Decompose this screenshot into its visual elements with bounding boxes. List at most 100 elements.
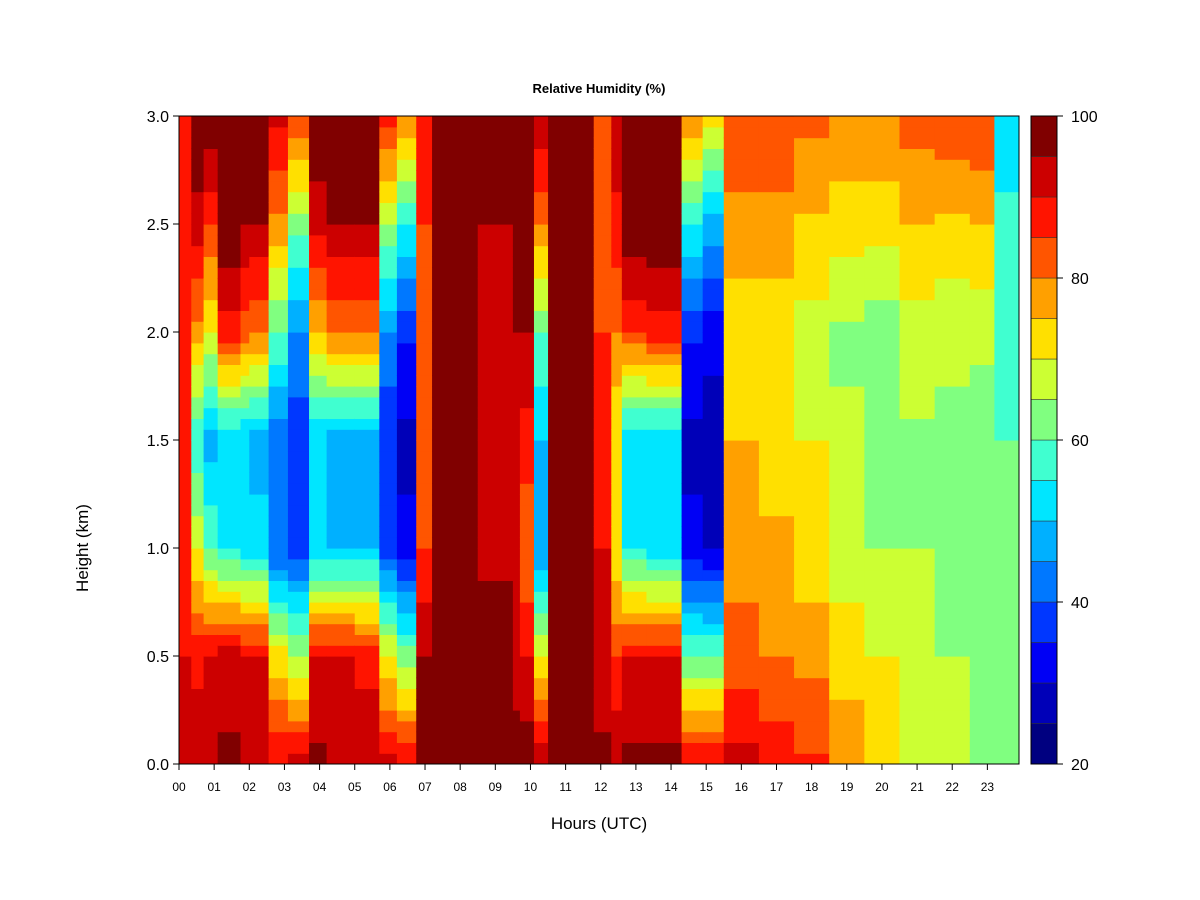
heatmap-cell xyxy=(548,677,595,689)
heatmap-cell xyxy=(179,245,192,257)
heatmap-cell xyxy=(268,472,289,484)
heatmap-cell xyxy=(794,148,830,160)
heatmap-cell xyxy=(396,710,417,722)
heatmap-cell xyxy=(249,116,270,128)
heatmap-cell xyxy=(723,602,760,614)
heatmap-cell xyxy=(829,116,865,128)
heatmap-cell xyxy=(268,526,289,538)
heatmap-cell xyxy=(758,278,795,290)
colorbar-swatch xyxy=(1030,237,1058,279)
heatmap-cell xyxy=(326,267,356,279)
heatmap-cell xyxy=(533,699,549,711)
heatmap-cell xyxy=(203,396,219,409)
heatmap-cell xyxy=(249,710,270,722)
heatmap-cell xyxy=(432,180,479,193)
heatmap-cell xyxy=(702,472,725,484)
heatmap-cell xyxy=(240,591,250,603)
heatmap-cell xyxy=(203,677,219,689)
heatmap-cell xyxy=(702,688,725,700)
heatmap-cell xyxy=(723,407,760,419)
heatmap-cell xyxy=(354,407,380,419)
heatmap-cell xyxy=(477,666,514,679)
heatmap-cell xyxy=(432,483,479,495)
heatmap-cell xyxy=(681,602,704,614)
heatmap-cell xyxy=(794,537,830,549)
heatmap-cell xyxy=(416,710,433,722)
heatmap-cell xyxy=(287,450,310,463)
heatmap-cell xyxy=(723,515,760,527)
heatmap-cell xyxy=(758,170,795,182)
heatmap-cell xyxy=(829,450,865,463)
heatmap-cell xyxy=(899,515,936,527)
heatmap-cell xyxy=(758,537,795,549)
heatmap-cell xyxy=(864,720,901,733)
heatmap-cell xyxy=(829,461,865,473)
heatmap-cell xyxy=(512,731,521,743)
heatmap-cell xyxy=(179,278,192,290)
heatmap-cell xyxy=(533,645,549,657)
heatmap-cell xyxy=(203,224,219,236)
heatmap-cell xyxy=(268,504,289,517)
heatmap-cell xyxy=(646,429,683,441)
heatmap-cell xyxy=(396,537,417,549)
heatmap-cell xyxy=(512,645,521,657)
heatmap-cell xyxy=(519,224,535,236)
heatmap-cell xyxy=(268,450,289,463)
heatmap-cell xyxy=(758,666,795,679)
heatmap-cell xyxy=(396,202,417,214)
heatmap-cell xyxy=(477,342,514,355)
heatmap-cell xyxy=(681,180,704,193)
heatmap-cell xyxy=(354,656,380,668)
heatmap-cell xyxy=(646,742,683,754)
heatmap-cell xyxy=(477,310,514,322)
heatmap-cell xyxy=(519,126,535,139)
heatmap-cell xyxy=(723,126,760,139)
heatmap-cell xyxy=(179,353,192,365)
heatmap-cell xyxy=(533,602,549,614)
heatmap-cell xyxy=(621,202,648,214)
heatmap-cell xyxy=(864,602,901,614)
heatmap-cell xyxy=(287,494,310,506)
heatmap-cell xyxy=(416,429,433,441)
heatmap-cell xyxy=(203,159,219,171)
heatmap-cell xyxy=(758,429,795,441)
heatmap-cell xyxy=(621,699,648,711)
colorbar-swatch xyxy=(1030,561,1058,603)
heatmap-cell xyxy=(548,666,595,679)
heatmap-cell xyxy=(396,504,417,517)
heatmap-cell xyxy=(416,483,433,495)
heatmap-cell xyxy=(179,688,192,700)
heatmap-cell xyxy=(416,321,433,333)
heatmap-cell xyxy=(969,126,995,139)
heatmap-cell xyxy=(519,515,535,527)
heatmap-cell xyxy=(354,418,380,430)
heatmap-cell xyxy=(249,461,270,473)
heatmap-cell xyxy=(621,191,648,203)
heatmap-cell xyxy=(416,580,433,592)
heatmap-cell xyxy=(326,180,356,193)
heatmap-cell xyxy=(477,699,514,711)
heatmap-cell xyxy=(432,375,479,387)
heatmap-cell xyxy=(758,418,795,430)
heatmap-cell xyxy=(326,342,356,355)
heatmap-cell xyxy=(309,159,328,171)
heatmap-cell xyxy=(432,677,479,689)
heatmap-cell xyxy=(519,386,535,398)
heatmap-cell xyxy=(203,699,219,711)
heatmap-cell xyxy=(969,450,995,463)
heatmap-cell xyxy=(934,612,971,625)
heatmap-cell xyxy=(646,666,683,679)
heatmap-cell xyxy=(681,526,704,538)
heatmap-cell xyxy=(309,537,328,549)
heatmap-cell xyxy=(477,472,514,484)
heatmap-cell xyxy=(309,213,328,225)
heatmap-cell xyxy=(416,656,433,668)
heatmap-cell xyxy=(969,634,995,646)
heatmap-cell xyxy=(354,332,380,344)
heatmap-cell xyxy=(611,666,623,679)
heatmap-cell xyxy=(379,623,398,635)
heatmap-cell xyxy=(396,418,417,430)
heatmap-cell xyxy=(758,234,795,247)
heatmap-cell xyxy=(191,407,205,419)
heatmap-cell xyxy=(240,623,250,635)
